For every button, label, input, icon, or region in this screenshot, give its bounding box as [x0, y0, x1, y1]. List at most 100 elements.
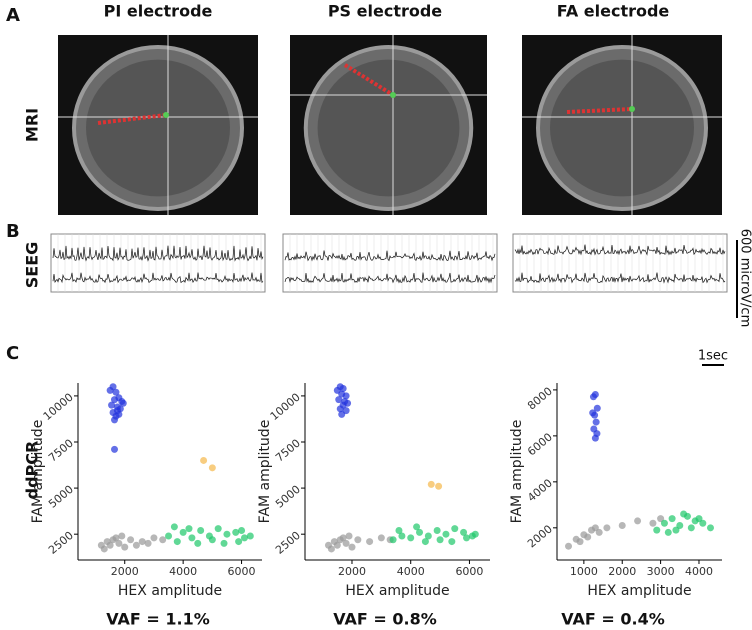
- point: [118, 532, 126, 540]
- y-tick-label: 10000: [268, 391, 303, 423]
- point: [223, 530, 231, 538]
- y-axis-label: FAM amplitude: [257, 420, 273, 524]
- point: [112, 388, 120, 396]
- vaf-label: VAF = 1.1%: [106, 610, 210, 629]
- point: [463, 534, 471, 542]
- x-tick-label: 2000: [608, 565, 636, 578]
- point: [680, 510, 688, 518]
- vaf-label: VAF = 0.8%: [333, 610, 437, 629]
- y-tick-label: 7500: [46, 437, 76, 465]
- y-tick-label: 8000: [525, 385, 555, 413]
- point: [451, 525, 459, 533]
- y-tick-label: 7500: [273, 437, 303, 465]
- y-tick-label: 2500: [46, 529, 76, 557]
- x-axis-label: HEX amplitude: [345, 583, 449, 599]
- point: [106, 541, 114, 549]
- seeg-panel: [512, 233, 728, 293]
- point: [706, 524, 714, 532]
- seeg-trace: [284, 250, 496, 262]
- column-title: FA electrode: [557, 2, 670, 21]
- x-axis-label: HEX amplitude: [587, 583, 691, 599]
- amplitude-scale-label: 600 microV/cm: [738, 229, 752, 327]
- point: [111, 396, 119, 404]
- row-label: SEEG: [23, 242, 42, 289]
- point: [618, 522, 626, 530]
- electrode-contact: [390, 92, 396, 98]
- electrode: [343, 63, 395, 97]
- vaf-label: VAF = 0.4%: [561, 610, 665, 629]
- electrode: [566, 107, 633, 114]
- time-scale-label: 1sec: [698, 349, 728, 364]
- point: [653, 526, 661, 534]
- point: [595, 528, 603, 536]
- point: [121, 543, 129, 551]
- seeg-trace: [514, 244, 726, 256]
- point: [407, 534, 415, 542]
- point: [565, 542, 573, 550]
- point: [591, 390, 599, 398]
- point: [246, 532, 254, 540]
- column-title: PI electrode: [104, 2, 213, 21]
- point: [589, 409, 597, 417]
- seeg-panel: [282, 233, 498, 293]
- point: [240, 534, 248, 542]
- point: [188, 534, 196, 542]
- panel-label: C: [6, 343, 19, 364]
- point: [398, 532, 406, 540]
- point: [421, 538, 429, 546]
- point: [108, 401, 116, 409]
- point: [427, 480, 435, 488]
- point: [424, 532, 432, 540]
- point: [159, 536, 167, 544]
- point: [111, 416, 119, 424]
- electrode-contact: [629, 106, 635, 112]
- point: [170, 523, 178, 531]
- seeg-trace: [284, 272, 496, 284]
- electrode: [97, 113, 167, 125]
- point: [389, 536, 397, 544]
- point: [634, 517, 642, 525]
- x-tick-label: 1000: [570, 565, 598, 578]
- point: [348, 543, 356, 551]
- point: [338, 390, 346, 398]
- point: [576, 538, 584, 546]
- seeg-trace: [52, 245, 264, 262]
- point: [649, 519, 657, 527]
- point: [327, 545, 335, 553]
- x-tick-label: 4000: [169, 565, 197, 578]
- x-tick-label: 2000: [111, 565, 139, 578]
- point: [339, 401, 347, 409]
- x-tick-label: 6000: [228, 565, 256, 578]
- mri-brain: [317, 59, 460, 197]
- point: [442, 530, 450, 538]
- point: [144, 539, 152, 547]
- point: [111, 445, 119, 453]
- point: [132, 541, 140, 549]
- panel-label: A: [6, 5, 20, 26]
- point: [115, 539, 123, 547]
- x-tick-label: 3000: [647, 565, 675, 578]
- seeg-trace: [52, 272, 264, 284]
- point: [165, 532, 173, 540]
- point: [591, 524, 599, 532]
- point: [377, 534, 385, 542]
- point: [238, 527, 246, 534]
- row-label: MRI: [23, 108, 42, 142]
- point: [127, 536, 135, 544]
- point: [395, 527, 403, 534]
- point: [603, 524, 611, 532]
- point: [591, 434, 599, 442]
- x-tick-label: 4000: [397, 565, 425, 578]
- point: [339, 534, 347, 542]
- point: [220, 539, 228, 547]
- point: [113, 407, 121, 415]
- point: [471, 530, 479, 538]
- point: [197, 527, 205, 534]
- point: [338, 410, 346, 418]
- point: [345, 532, 353, 540]
- point: [208, 536, 216, 544]
- column-title: PS electrode: [328, 2, 442, 21]
- point: [119, 399, 127, 407]
- seeg-panel: [50, 233, 266, 293]
